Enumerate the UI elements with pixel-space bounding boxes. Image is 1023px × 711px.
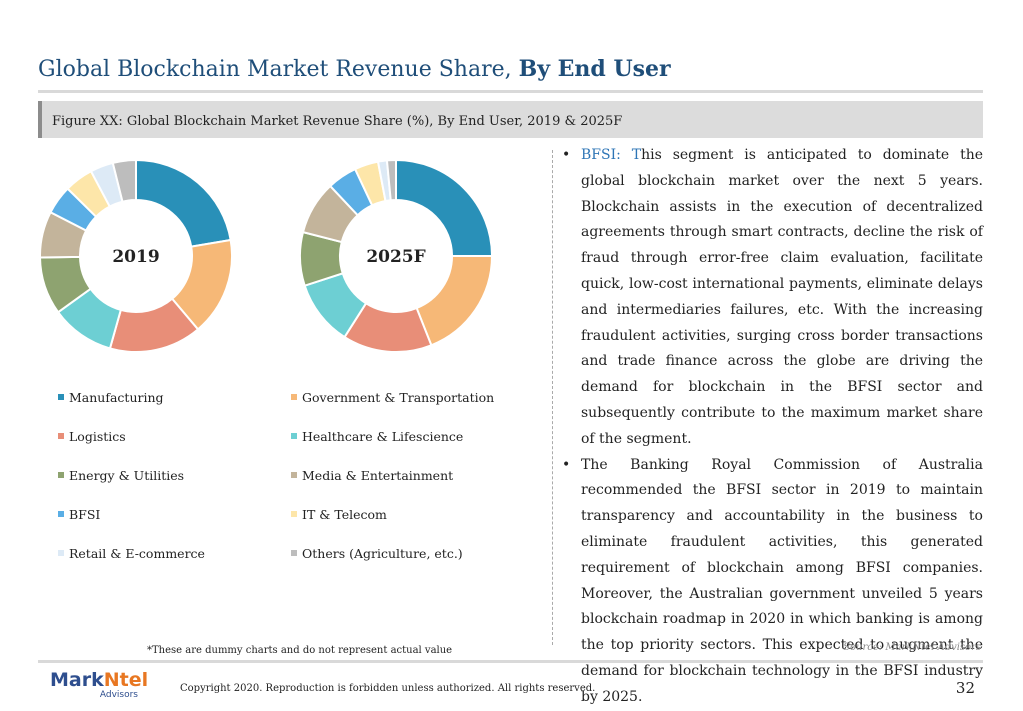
donut-center-label-2025f: 2025F — [366, 247, 425, 267]
logo-wordmark: MarkNtel — [50, 669, 148, 691]
legend-item-retail-ecommerce: Retail & E-commerce — [58, 546, 205, 561]
donut-slice-others-agriculture-etc — [385, 158, 397, 202]
donut-chart-2025f: 2025F — [299, 158, 494, 353]
legend-label: Others (Agriculture, etc.) — [302, 546, 463, 561]
legend-swatch — [58, 432, 64, 439]
legend-swatch — [58, 393, 64, 400]
legend-swatch — [58, 471, 64, 478]
bullet-australia: • The Banking Royal Commission of Austra… — [562, 453, 983, 711]
donut-center-label-2019: 2019 — [112, 247, 159, 267]
bullet-marker: • — [562, 147, 571, 163]
donut-slice-manufacturing — [395, 158, 494, 257]
legend-label: Energy & Utilities — [69, 468, 185, 483]
legend-label: IT & Telecom — [302, 507, 387, 522]
legend-swatch — [291, 549, 297, 556]
page-title: Global Blockchain Market Revenue Share, … — [38, 56, 671, 82]
legend-swatch — [291, 393, 297, 400]
donut-slice-others-agriculture-etc — [111, 158, 137, 203]
legend-item-it-telecom: IT & Telecom — [291, 507, 387, 522]
legend-item-bfsi: BFSI — [58, 507, 100, 522]
logo-subtitle: Advisors — [99, 690, 138, 700]
donut-slice-manufacturing — [135, 158, 232, 248]
logo-ntel-text: Ntel — [103, 669, 149, 691]
footer-divider — [38, 660, 983, 663]
page-number: 32 — [955, 679, 975, 697]
bullet-text: The Banking Royal Commission of Australi… — [581, 456, 983, 705]
source-note: Source: MarkNtel Advisors — [843, 642, 981, 653]
legend-item-manufacturing: Manufacturing — [58, 390, 164, 405]
legend-label: Government & Transportation — [302, 390, 495, 405]
legend-swatch — [291, 471, 297, 478]
page-title-bold: By End User — [518, 56, 671, 82]
legend-swatch — [291, 510, 297, 517]
bullet-bfsi: • BFSI: This segment is anticipated to d… — [562, 143, 983, 453]
donut-chart-2019: 2019 — [38, 158, 233, 353]
legend-swatch — [58, 510, 64, 517]
copyright-notice: Copyright 2020. Reproduction is forbidde… — [180, 683, 596, 694]
title-divider — [38, 90, 983, 93]
figure-caption-bar: Figure XX: Global Blockchain Market Reve… — [38, 101, 983, 138]
legend-item-others: Others (Agriculture, etc.) — [291, 546, 463, 561]
bullet-highlight: BFSI: T — [581, 147, 642, 163]
logo-mark-text: Mark — [50, 669, 104, 691]
legend-item-logistics: Logistics — [58, 429, 126, 444]
legend-label: Logistics — [69, 429, 126, 444]
legend-item-media-entertainment: Media & Entertainment — [291, 468, 453, 483]
legend-label: Media & Entertainment — [302, 468, 454, 483]
company-logo: MarkNtel Advisors — [50, 669, 148, 704]
figure-caption: Figure XX: Global Blockchain Market Reve… — [52, 114, 623, 129]
legend-item-government-transportation: Government & Transportation — [291, 390, 494, 405]
page-title-regular: Global Blockchain Market Revenue Share, — [38, 57, 519, 82]
legend-swatch — [291, 432, 297, 439]
legend-item-healthcare-lifescience: Healthcare & Lifescience — [291, 429, 463, 444]
donut-charts: 2019 2025F — [38, 158, 494, 353]
legend-item-energy-utilities: Energy & Utilities — [58, 468, 184, 483]
bullet-marker: • — [562, 456, 571, 473]
bullet-list: • BFSI: This segment is anticipated to d… — [562, 143, 983, 711]
legend-label: BFSI — [69, 507, 101, 522]
legend-label: Retail & E-commerce — [69, 546, 205, 561]
donut-slice-government-transportation — [415, 255, 494, 347]
bullet-text: his segment is anticipated to dominate t… — [581, 147, 983, 447]
legend-label: Manufacturing — [69, 390, 164, 405]
column-divider — [552, 150, 553, 645]
legend-swatch — [58, 549, 64, 556]
disclaimer-note: *These are dummy charts and do not repre… — [147, 645, 453, 656]
legend-label: Healthcare & Lifescience — [302, 429, 464, 444]
